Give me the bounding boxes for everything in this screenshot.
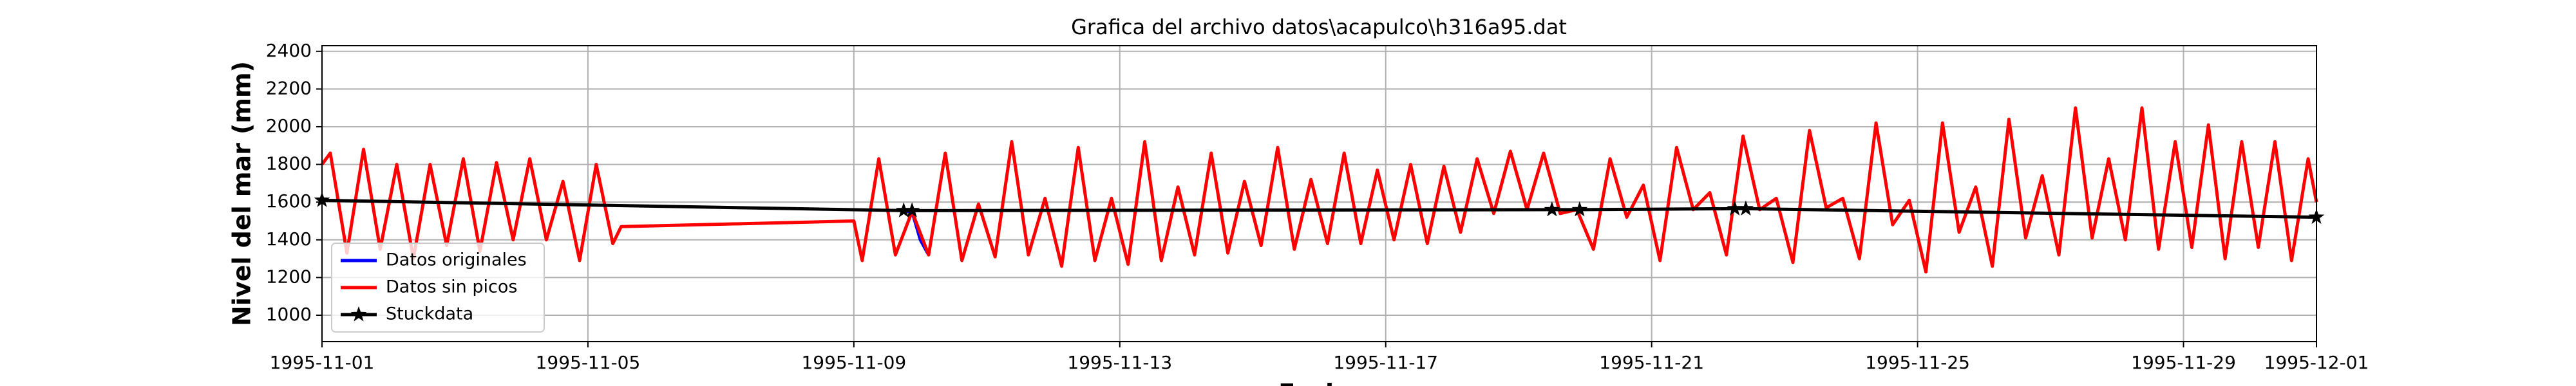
chart-title: Grafica del archivo datos\acapulco\h316a… [1071, 15, 1567, 39]
legend-box [331, 243, 545, 333]
legend-label: Datos originales [386, 250, 527, 270]
legend-label: Stuckdata [386, 304, 473, 324]
x-tick-label: 1995-11-17 [1333, 352, 1438, 373]
x-tick-label: 1995-11-25 [1865, 352, 1970, 373]
data-marker [1727, 200, 1743, 216]
x-tick-label: 1995-11-13 [1067, 352, 1172, 373]
x-tick-label: 1995-11-01 [270, 352, 375, 373]
x-tick-label: 1995-12-01 [2264, 352, 2369, 373]
data-marker [1544, 201, 1560, 217]
x-tick-label: 1995-11-05 [536, 352, 641, 373]
plot-frame [321, 45, 2317, 342]
y-tick-label: 2400 [266, 40, 312, 61]
y-tick-label: 1600 [266, 190, 312, 212]
x-tick-label: 1995-11-09 [801, 352, 906, 373]
legend-marker [350, 306, 367, 322]
y-tick-label: 1400 [266, 228, 312, 250]
data-marker [1571, 201, 1588, 217]
x-tick-label: 1995-11-21 [1599, 352, 1704, 373]
y-tick-label: 2000 [266, 115, 312, 136]
legend-label: Datos sin picos [386, 277, 517, 297]
data-marker [895, 202, 912, 217]
x-tick-label: 1995-11-29 [2131, 352, 2236, 373]
y-tick-label: 1000 [266, 304, 312, 325]
y-tick-label: 1200 [266, 266, 312, 287]
y-tick-label: 1800 [266, 153, 312, 174]
x-axis-label: Fecha [1278, 379, 1359, 386]
y-tick-label: 2200 [266, 77, 312, 98]
data-marker [904, 202, 920, 217]
series-line [320, 106, 2318, 274]
y-axis-label: Nivel del mar (mm) [228, 61, 256, 326]
data-marker [1738, 200, 1754, 216]
